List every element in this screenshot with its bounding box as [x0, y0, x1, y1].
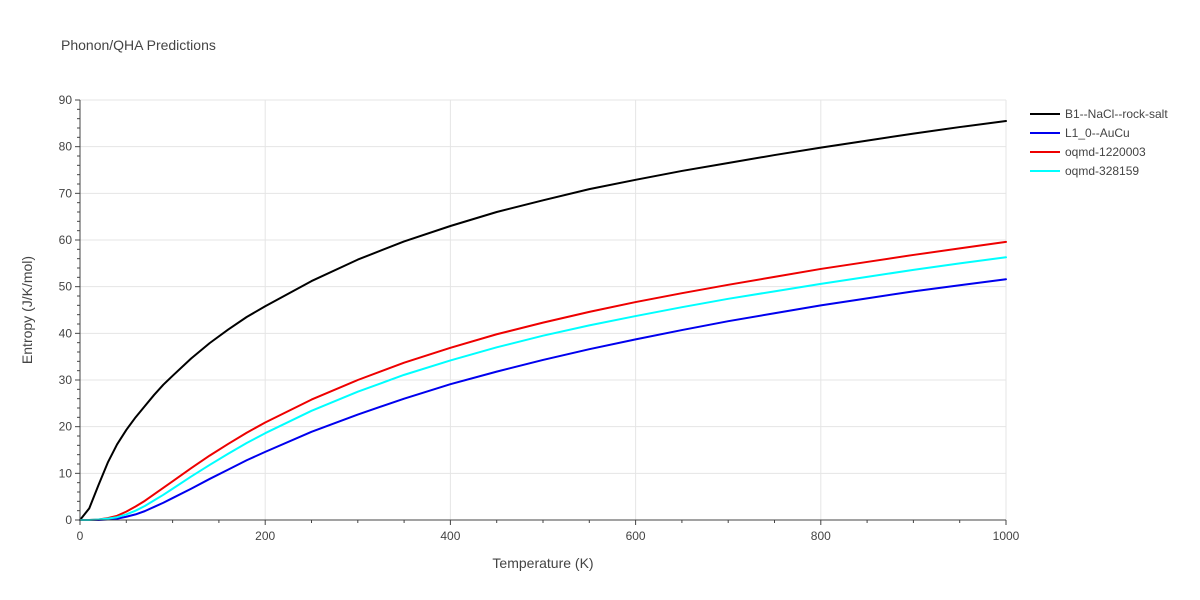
y-axis-title: Entropy (J/K/mol) [19, 256, 35, 364]
y-tick-label: 40 [59, 326, 73, 340]
y-tick-label: 60 [59, 233, 73, 247]
legend-label: B1--NaCl--rock-salt [1065, 107, 1168, 121]
x-tick-label: 0 [77, 529, 84, 543]
y-tick-label: 30 [59, 373, 73, 387]
series-lines [79, 120, 1007, 521]
series-line-3 [79, 240, 1007, 521]
x-tick-label: 600 [626, 529, 646, 543]
legend-item[interactable]: L1_0--AuCu [1030, 126, 1130, 140]
legend-label: L1_0--AuCu [1065, 126, 1130, 140]
y-tick-label: 70 [59, 186, 73, 200]
chart-title: Phonon/QHA Predictions [61, 37, 216, 53]
legend[interactable]: B1--NaCl--rock-salt L1_0--AuCu oqmd-122000… [1030, 107, 1168, 178]
x-tick-label: 400 [440, 529, 460, 543]
y-tick-label: 10 [59, 466, 73, 480]
series-line-4 [79, 256, 1007, 521]
tick-labels: 0 200 400 600 800 1000 0 10 20 30 40 50 60 70 80 90 [59, 93, 1020, 543]
y-tick-label: 0 [65, 513, 72, 527]
series-line-1 [79, 120, 1007, 521]
legend-label: oqmd-1220003 [1065, 145, 1146, 159]
x-tick-label: 800 [811, 529, 831, 543]
x-axis-title: Temperature (K) [492, 555, 593, 571]
y-tick-label: 50 [59, 280, 73, 294]
x-tick-label: 1000 [993, 529, 1020, 543]
grid [80, 99, 1007, 520]
x-tick-label: 200 [255, 529, 275, 543]
y-tick-label: 20 [59, 420, 73, 434]
legend-item[interactable]: B1--NaCl--rock-salt [1030, 107, 1168, 121]
y-tick-label: 80 [59, 140, 73, 154]
legend-item[interactable]: oqmd-328159 [1030, 164, 1139, 178]
series-line-2 [79, 278, 1007, 521]
y-tick-label: 90 [59, 93, 73, 107]
legend-label: oqmd-328159 [1065, 164, 1139, 178]
legend-item[interactable]: oqmd-1220003 [1030, 145, 1146, 159]
axes [75, 99, 1007, 525]
